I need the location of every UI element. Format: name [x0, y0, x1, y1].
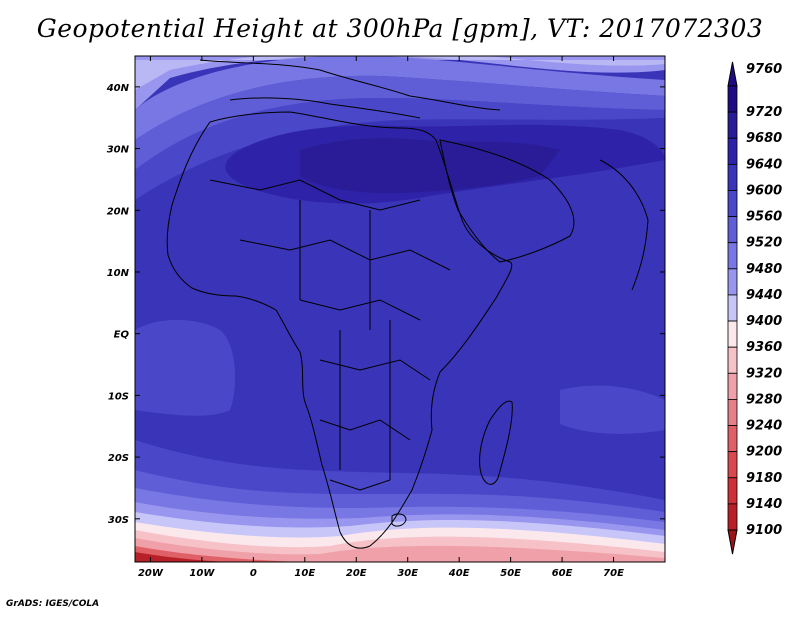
colorbar-label: 9100 [746, 523, 782, 538]
colorbar-label: 9400 [746, 314, 782, 329]
lat-tick-label: 10S [108, 391, 129, 402]
longitude-axis: 20W 10W 0 10E 20E 30E 40E 50E 60E 70E [138, 56, 624, 579]
lon-tick-label: 10W [189, 568, 215, 579]
coastlines [166, 59, 649, 549]
colorbar: 9760 9720 9680 9640 9600 9560 9520 9480 9440 9400… [727, 61, 782, 555]
colorbar-swatch [727, 399, 738, 426]
lat-tick-label: 20N [107, 206, 130, 217]
colorbar-label: 9280 [746, 392, 782, 407]
lon-tick-label: 50E [500, 568, 521, 579]
lon-tick-label: 0 [250, 568, 257, 579]
colorbar-swatch [727, 320, 738, 348]
colorbar-swatch [727, 451, 738, 479]
lon-tick-label: 40E [448, 568, 470, 579]
lon-tick-label: 20E [346, 568, 367, 579]
colorbar-swatch [727, 477, 738, 505]
plot-frame [134, 55, 666, 563]
colorbar-label: 9200 [746, 445, 782, 460]
lon-tick-label: 60E [552, 568, 573, 579]
colorbar-label: 9760 [746, 62, 782, 77]
contour-field [135, 56, 665, 562]
colorbar-swatch [727, 216, 738, 244]
colorbar-swatch [727, 503, 738, 531]
colorbar-label: 9180 [746, 471, 782, 486]
colorbar-label: 9480 [746, 262, 782, 277]
colorbar-swatch [727, 372, 738, 400]
colorbar-swatch [727, 242, 738, 270]
lat-tick-label: 10N [107, 268, 130, 279]
lat-tick-label: 30N [107, 145, 130, 156]
lon-tick-label: 70E [603, 568, 624, 579]
colorbar-swatch [727, 294, 738, 322]
colorbar-swatch [727, 111, 738, 139]
colorbar-label: 9140 [746, 497, 782, 512]
colorbar-swatch [727, 85, 738, 113]
lon-tick-label: 20W [138, 568, 164, 579]
lat-tick-label: 40N [106, 83, 130, 94]
colorbar-label: 9600 [746, 183, 782, 198]
colorbar-swatch [727, 268, 738, 296]
colorbar-bottom-arrow [727, 529, 738, 555]
latitude-axis: 40N 30N 20N 10N EQ 10S 20S 30S [106, 83, 665, 526]
map-title: Geopotential Height at 300hPa [gpm], VT:… [36, 14, 764, 43]
colorbar-swatch [727, 163, 738, 191]
colorbar-swatch [727, 346, 738, 374]
colorbar-label: 9360 [746, 340, 782, 355]
lat-tick-label: 20S [108, 453, 129, 464]
colorbar-label: 9560 [746, 210, 782, 225]
credit-text: GrADS: IGES/COLA [6, 599, 100, 609]
lat-tick-label: 30S [108, 515, 129, 526]
colorbar-swatch [727, 137, 738, 165]
colorbar-swatch [727, 190, 738, 217]
colorbar-top-arrow [727, 61, 738, 87]
colorbar-label: 9640 [746, 157, 782, 172]
colorbar-label: 9240 [746, 419, 782, 434]
colorbar-label: 9320 [746, 366, 782, 381]
colorbar-swatch [727, 425, 738, 453]
lon-tick-label: 10E [294, 568, 315, 579]
colorbar-label: 9680 [746, 131, 782, 146]
colorbar-label: 9720 [746, 105, 782, 120]
colorbar-label: 9520 [746, 236, 782, 251]
lat-tick-label: EQ [114, 330, 130, 341]
lon-tick-label: 30E [397, 568, 418, 579]
colorbar-label: 9440 [746, 288, 782, 303]
